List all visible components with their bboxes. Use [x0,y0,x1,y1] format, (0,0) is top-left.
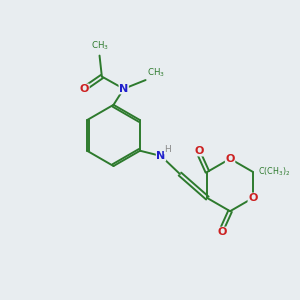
Text: C(CH$_3$)$_2$: C(CH$_3$)$_2$ [258,166,290,178]
Text: O: O [217,227,226,237]
Text: CH$_3$: CH$_3$ [91,40,109,52]
Text: O: O [194,146,204,156]
Text: O: O [225,154,235,164]
Text: CH$_3$: CH$_3$ [147,66,165,79]
Text: H: H [164,145,171,154]
Text: N: N [156,151,166,161]
Text: O: O [248,193,257,203]
Text: O: O [80,84,89,94]
Text: N: N [119,84,128,94]
